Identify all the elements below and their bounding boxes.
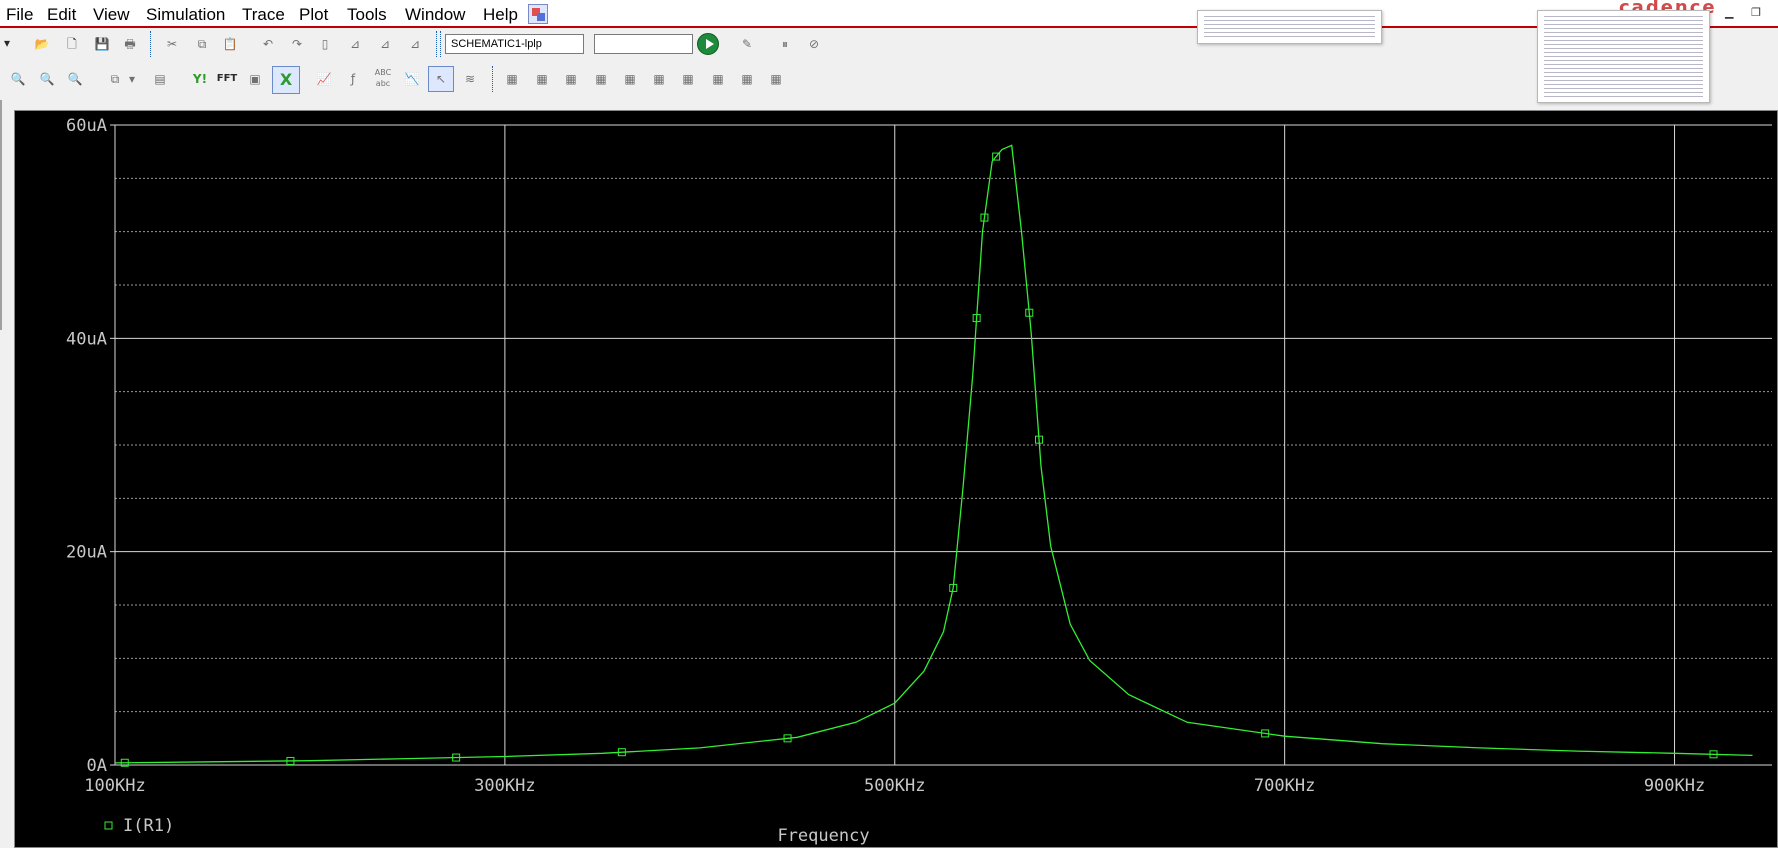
power-marker-icon[interactable]: ⊿ — [409, 37, 421, 51]
x-tick-label: 900KHz — [1644, 776, 1705, 796]
fft-icon[interactable]: FFT — [216, 73, 238, 84]
dropdown-arrow-icon[interactable]: ▾ — [128, 72, 136, 86]
redo-icon[interactable]: ↷ — [291, 37, 303, 51]
undo-icon[interactable]: ↶ — [262, 37, 274, 51]
x-tick-label: 700KHz — [1254, 776, 1315, 796]
data-point-marker — [120, 758, 129, 767]
y-tick-label: 60uA — [66, 116, 107, 136]
data-point-marker — [1709, 750, 1718, 759]
print-icon[interactable]: 🖶 — [124, 37, 136, 51]
zoom-out-icon[interactable]: 🔍 — [67, 72, 83, 86]
x-tick-label: 500KHz — [864, 776, 925, 796]
data-point-marker — [1261, 729, 1270, 738]
cut-icon[interactable]: ✂ — [166, 37, 178, 51]
copy-icon[interactable]: ⧉ — [197, 37, 207, 51]
dropdown-arrow-icon[interactable]: ▾ — [3, 36, 11, 50]
pause-icon[interactable]: ⏸ — [781, 37, 788, 51]
probe-plot[interactable]: 0A 20uA 40uA 60uA 100KHz 300KHz 500KHz 700KHz 90… — [15, 111, 1777, 847]
notification-popup — [1537, 10, 1710, 103]
cursor-min-icon[interactable]: ▦ — [595, 72, 607, 86]
toggle-symbols-icon[interactable]: ≋ — [464, 72, 476, 86]
open-file-icon[interactable]: 📂 — [34, 37, 50, 51]
menu-trace[interactable]: Trace — [242, 5, 285, 24]
text-label-icon[interactable]: ABC abc — [374, 68, 392, 88]
eval-goal-function-icon[interactable]: ƒ — [350, 72, 356, 86]
search-field[interactable] — [594, 34, 693, 54]
menu-view[interactable]: View — [93, 5, 130, 24]
data-point-marker — [992, 152, 1001, 161]
cursor-trough-icon[interactable]: ▦ — [536, 72, 548, 86]
menu-tools[interactable]: Tools — [347, 5, 387, 24]
notification-popup — [1197, 10, 1382, 44]
menu-file[interactable]: File — [6, 5, 34, 24]
plot-background — [15, 111, 1777, 847]
data-point-marker — [452, 753, 461, 762]
trace-line — [114, 144, 1753, 764]
data-point-marker — [949, 583, 958, 592]
y-tick-label: 40uA — [66, 329, 107, 349]
data-point-marker — [783, 734, 792, 743]
excel-export-icon[interactable]: X — [272, 66, 300, 94]
restore-icon[interactable]: ❐ — [1751, 7, 1761, 19]
toolbar-bottom: 🔍 🔍 🔍 ⧉ ▾ ▤ Y! FFT ▣ X 📈 ƒ ABC abc 📉 ↖ ≋… — [0, 63, 800, 95]
fourier-axis-icon[interactable]: ▤ — [154, 72, 166, 86]
cursor-search-icon[interactable]: ▦ — [682, 72, 694, 86]
toolbar-separator — [436, 31, 439, 57]
cursor-point-icon[interactable]: ▦ — [653, 72, 665, 86]
zoom-fit-icon[interactable]: 🔍 — [39, 72, 55, 86]
data-point-marker — [286, 756, 295, 765]
menu-help[interactable]: Help — [483, 5, 518, 24]
data-point-marker — [1025, 308, 1034, 317]
data-point-marker — [617, 748, 626, 757]
minimize-icon[interactable]: ▁ — [1725, 7, 1734, 19]
y-tick-label: 20uA — [66, 543, 107, 563]
simulation-profile-field[interactable]: SCHEMATIC1-lplp — [445, 34, 584, 54]
paste-icon[interactable]: 📋 — [222, 37, 238, 51]
zoom-in-icon[interactable]: 🔍 — [10, 72, 26, 86]
legend-label: I(R1) — [123, 816, 174, 836]
add-trace-icon[interactable]: 📈 — [316, 72, 332, 86]
menu-bar: File Edit View Simulation Trace Plot Too… — [0, 0, 1778, 28]
current-marker-icon[interactable]: ⊿ — [379, 37, 391, 51]
voltage-marker-icon[interactable]: ⊿ — [349, 37, 361, 51]
legend-marker — [104, 821, 113, 830]
data-point-marker — [1035, 435, 1044, 444]
toolbar-separator — [492, 66, 495, 92]
mdi-layout-icon[interactable] — [528, 4, 548, 24]
save-icon[interactable]: 💾 — [94, 37, 110, 51]
window-edge — [0, 100, 2, 330]
mark-label-icon[interactable]: ▦ — [770, 72, 782, 86]
x-tick-label: 300KHz — [474, 776, 535, 796]
log-x-icon[interactable]: ⧉ — [110, 72, 120, 86]
x-axis-label: Frequency — [777, 826, 869, 846]
menu-plot[interactable]: Plot — [299, 5, 329, 24]
x-tick-label: 100KHz — [84, 776, 145, 796]
menu-edit[interactable]: Edit — [47, 5, 77, 24]
y-tick-label: 0A — [87, 756, 107, 776]
add-y-axis-icon[interactable]: Y! — [192, 72, 208, 86]
cursor-peak-icon[interactable]: ▦ — [506, 72, 518, 86]
cursor-slope-icon[interactable]: ▦ — [565, 72, 577, 86]
new-sim-icon[interactable]: 🗋 — [67, 37, 77, 51]
cursor-next-transition-icon[interactable]: ▦ — [712, 72, 724, 86]
plot-window[interactable]: 0A 20uA 40uA 60uA 100KHz 300KHz 500KHz 700KHz 90… — [14, 110, 1778, 848]
performance-analysis-icon[interactable]: ▣ — [249, 72, 261, 86]
cursor-prev-transition-icon[interactable]: ▦ — [741, 72, 753, 86]
menu-simulation[interactable]: Simulation — [146, 5, 226, 24]
menu-window[interactable]: Window — [405, 5, 466, 24]
run-simulation-button[interactable] — [697, 33, 719, 55]
stop-icon[interactable]: ⊘ — [808, 37, 820, 51]
toolbar-separator — [150, 31, 153, 57]
data-point-marker — [972, 314, 981, 323]
cursor-max-icon[interactable]: ▦ — [624, 72, 636, 86]
toggle-cursor-icon[interactable]: 📉 — [404, 72, 420, 86]
mark-data-points-icon[interactable]: ↖ — [428, 66, 454, 92]
toolbar-separator — [440, 31, 443, 57]
data-point-marker — [980, 213, 989, 222]
part-icon[interactable]: ▯ — [321, 37, 329, 51]
edit-profile-icon[interactable]: ✎ — [741, 37, 753, 51]
